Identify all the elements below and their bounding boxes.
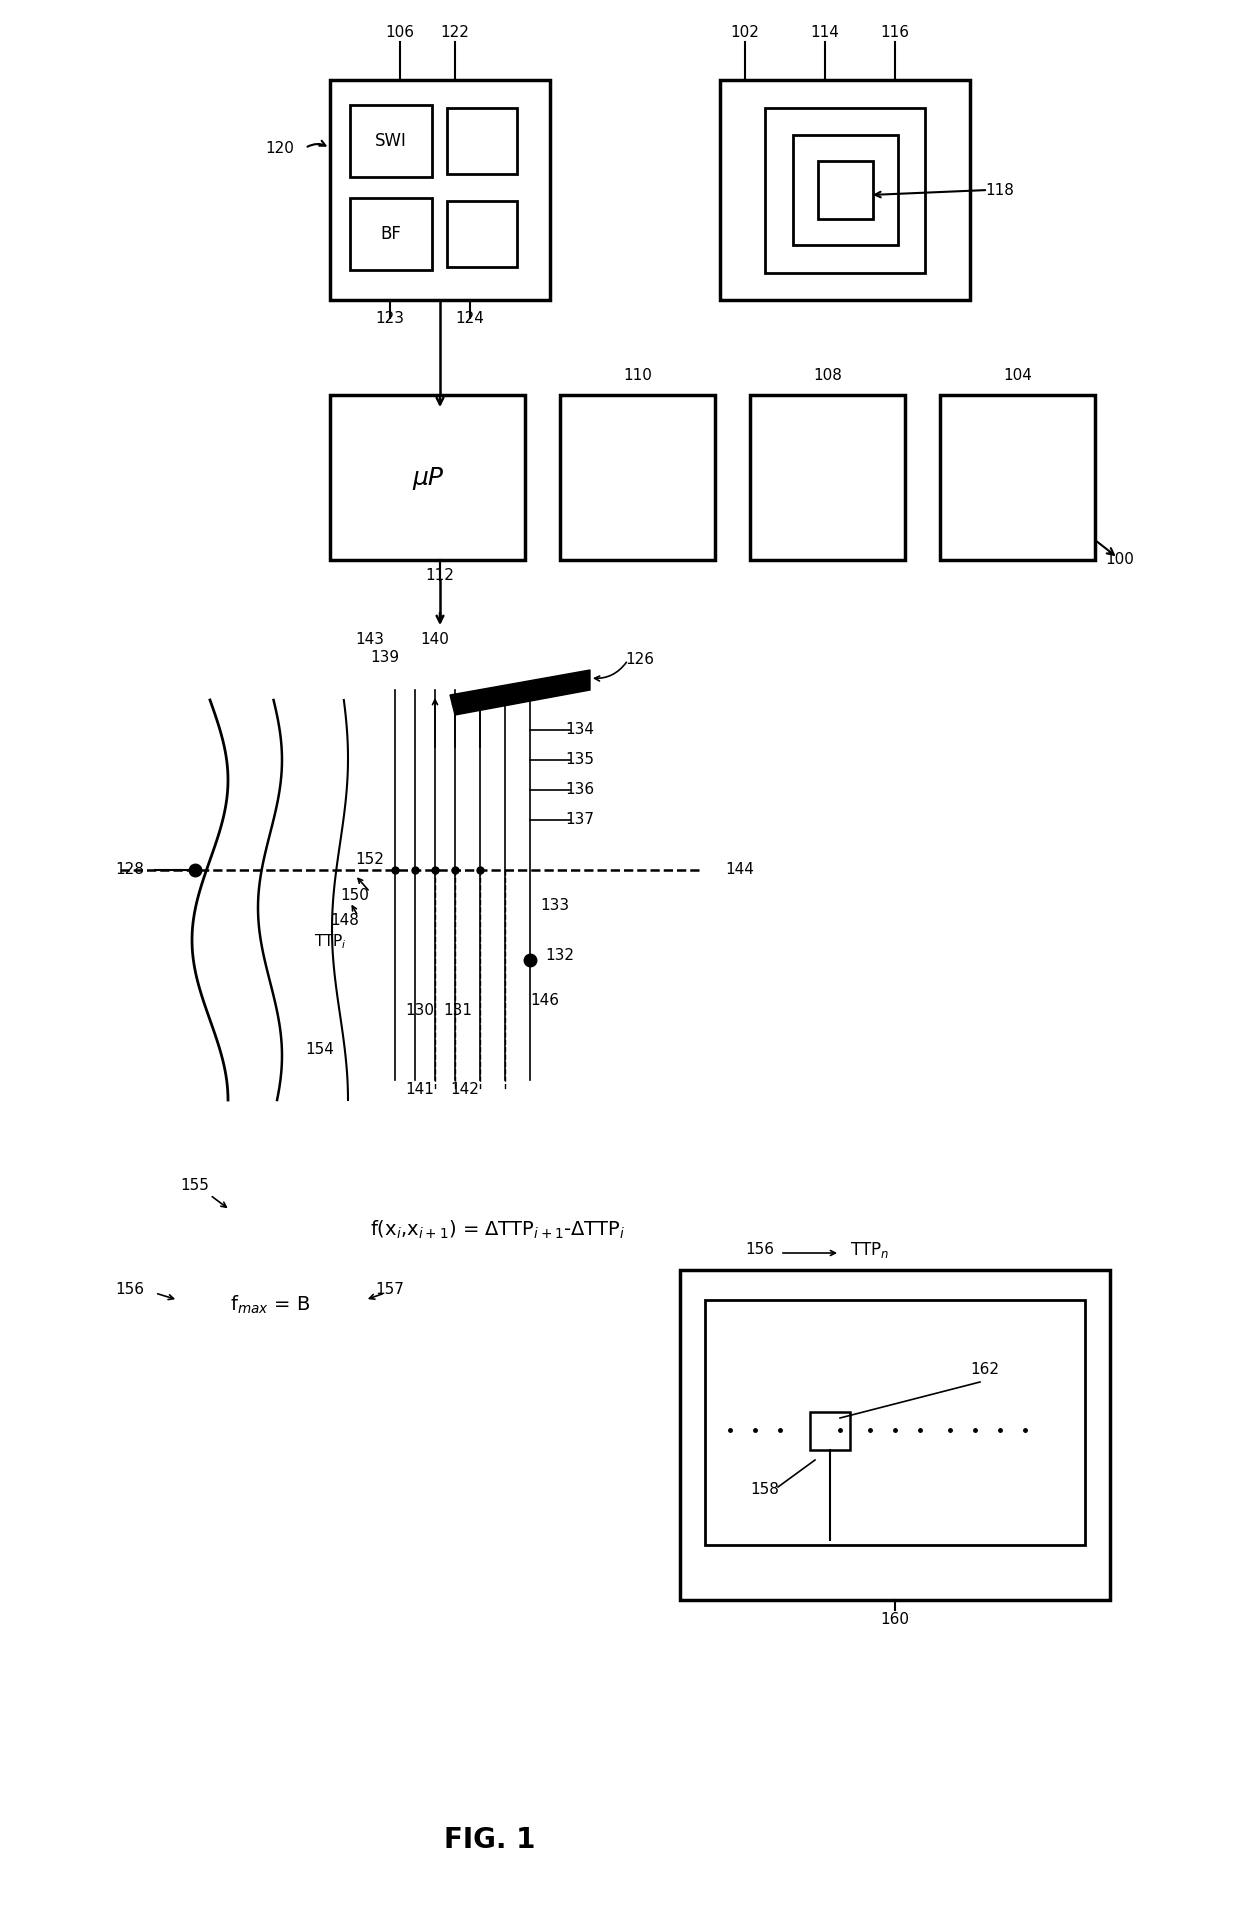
Text: 118: 118 [986, 182, 1014, 197]
Text: 120: 120 [265, 140, 294, 155]
Text: 100: 100 [1106, 552, 1135, 567]
Bar [810, 1412, 849, 1450]
Text: 156: 156 [115, 1282, 145, 1297]
Text: SWI: SWI [374, 132, 407, 149]
Bar [940, 395, 1095, 559]
Polygon shape [450, 671, 590, 715]
Text: 144: 144 [725, 862, 754, 878]
Text: 148: 148 [331, 912, 360, 927]
Text: 146: 146 [531, 992, 559, 1008]
Bar [560, 395, 715, 559]
Text: 154: 154 [305, 1042, 335, 1058]
Text: 150: 150 [341, 887, 370, 902]
Bar [792, 134, 898, 245]
Text: 104: 104 [1003, 368, 1032, 383]
Text: 131: 131 [444, 1002, 472, 1017]
Text: 158: 158 [750, 1483, 780, 1498]
Text: 141: 141 [405, 1083, 434, 1098]
Bar [680, 1270, 1110, 1600]
Bar [330, 395, 525, 559]
Text: 142: 142 [450, 1083, 480, 1098]
Text: BF: BF [381, 224, 402, 243]
Text: 152: 152 [356, 853, 384, 868]
Text: 137: 137 [565, 812, 594, 828]
Text: 132: 132 [546, 948, 574, 962]
Text: 130: 130 [405, 1002, 434, 1017]
Text: 128: 128 [115, 862, 144, 878]
Text: 140: 140 [420, 632, 449, 648]
Text: 124: 124 [455, 310, 485, 326]
Text: 155: 155 [181, 1178, 210, 1192]
Bar [330, 80, 551, 301]
Bar [720, 80, 970, 301]
Bar [750, 395, 905, 559]
Text: 126: 126 [625, 653, 655, 667]
Text: 112: 112 [425, 569, 454, 584]
Text: 108: 108 [813, 368, 842, 383]
Bar [446, 201, 517, 266]
Bar [765, 107, 925, 272]
Text: f$_{max}$ = B: f$_{max}$ = B [229, 1293, 310, 1316]
Text: 143: 143 [356, 632, 384, 648]
Text: f(x$_i$,x$_{i+1}$) = $\Delta$TTP$_{i+1}$-$\Delta$TTP$_i$: f(x$_i$,x$_{i+1}$) = $\Delta$TTP$_{i+1}$… [370, 1219, 625, 1242]
Text: μP: μP [412, 466, 443, 489]
Text: 162: 162 [971, 1362, 999, 1378]
Text: 102: 102 [730, 25, 759, 40]
Text: 136: 136 [565, 782, 594, 797]
Text: 139: 139 [371, 651, 399, 665]
Text: 133: 133 [541, 897, 569, 912]
Text: 156: 156 [745, 1242, 775, 1257]
Text: 123: 123 [376, 310, 404, 326]
Text: 122: 122 [440, 25, 470, 40]
Bar [446, 107, 517, 174]
Bar [706, 1299, 1085, 1544]
Bar [350, 105, 432, 176]
Bar [350, 197, 432, 270]
Bar [817, 161, 873, 218]
Text: 106: 106 [386, 25, 414, 40]
Text: 110: 110 [622, 368, 652, 383]
Text: 134: 134 [565, 722, 594, 738]
Text: TTP$_n$: TTP$_n$ [851, 1240, 889, 1261]
Text: 157: 157 [376, 1282, 404, 1297]
Text: TTP$_i$: TTP$_i$ [314, 933, 346, 952]
Text: 114: 114 [811, 25, 839, 40]
Text: FIG. 1: FIG. 1 [444, 1826, 536, 1855]
Text: 160: 160 [880, 1613, 909, 1627]
Text: 116: 116 [880, 25, 909, 40]
Text: 135: 135 [565, 753, 594, 768]
